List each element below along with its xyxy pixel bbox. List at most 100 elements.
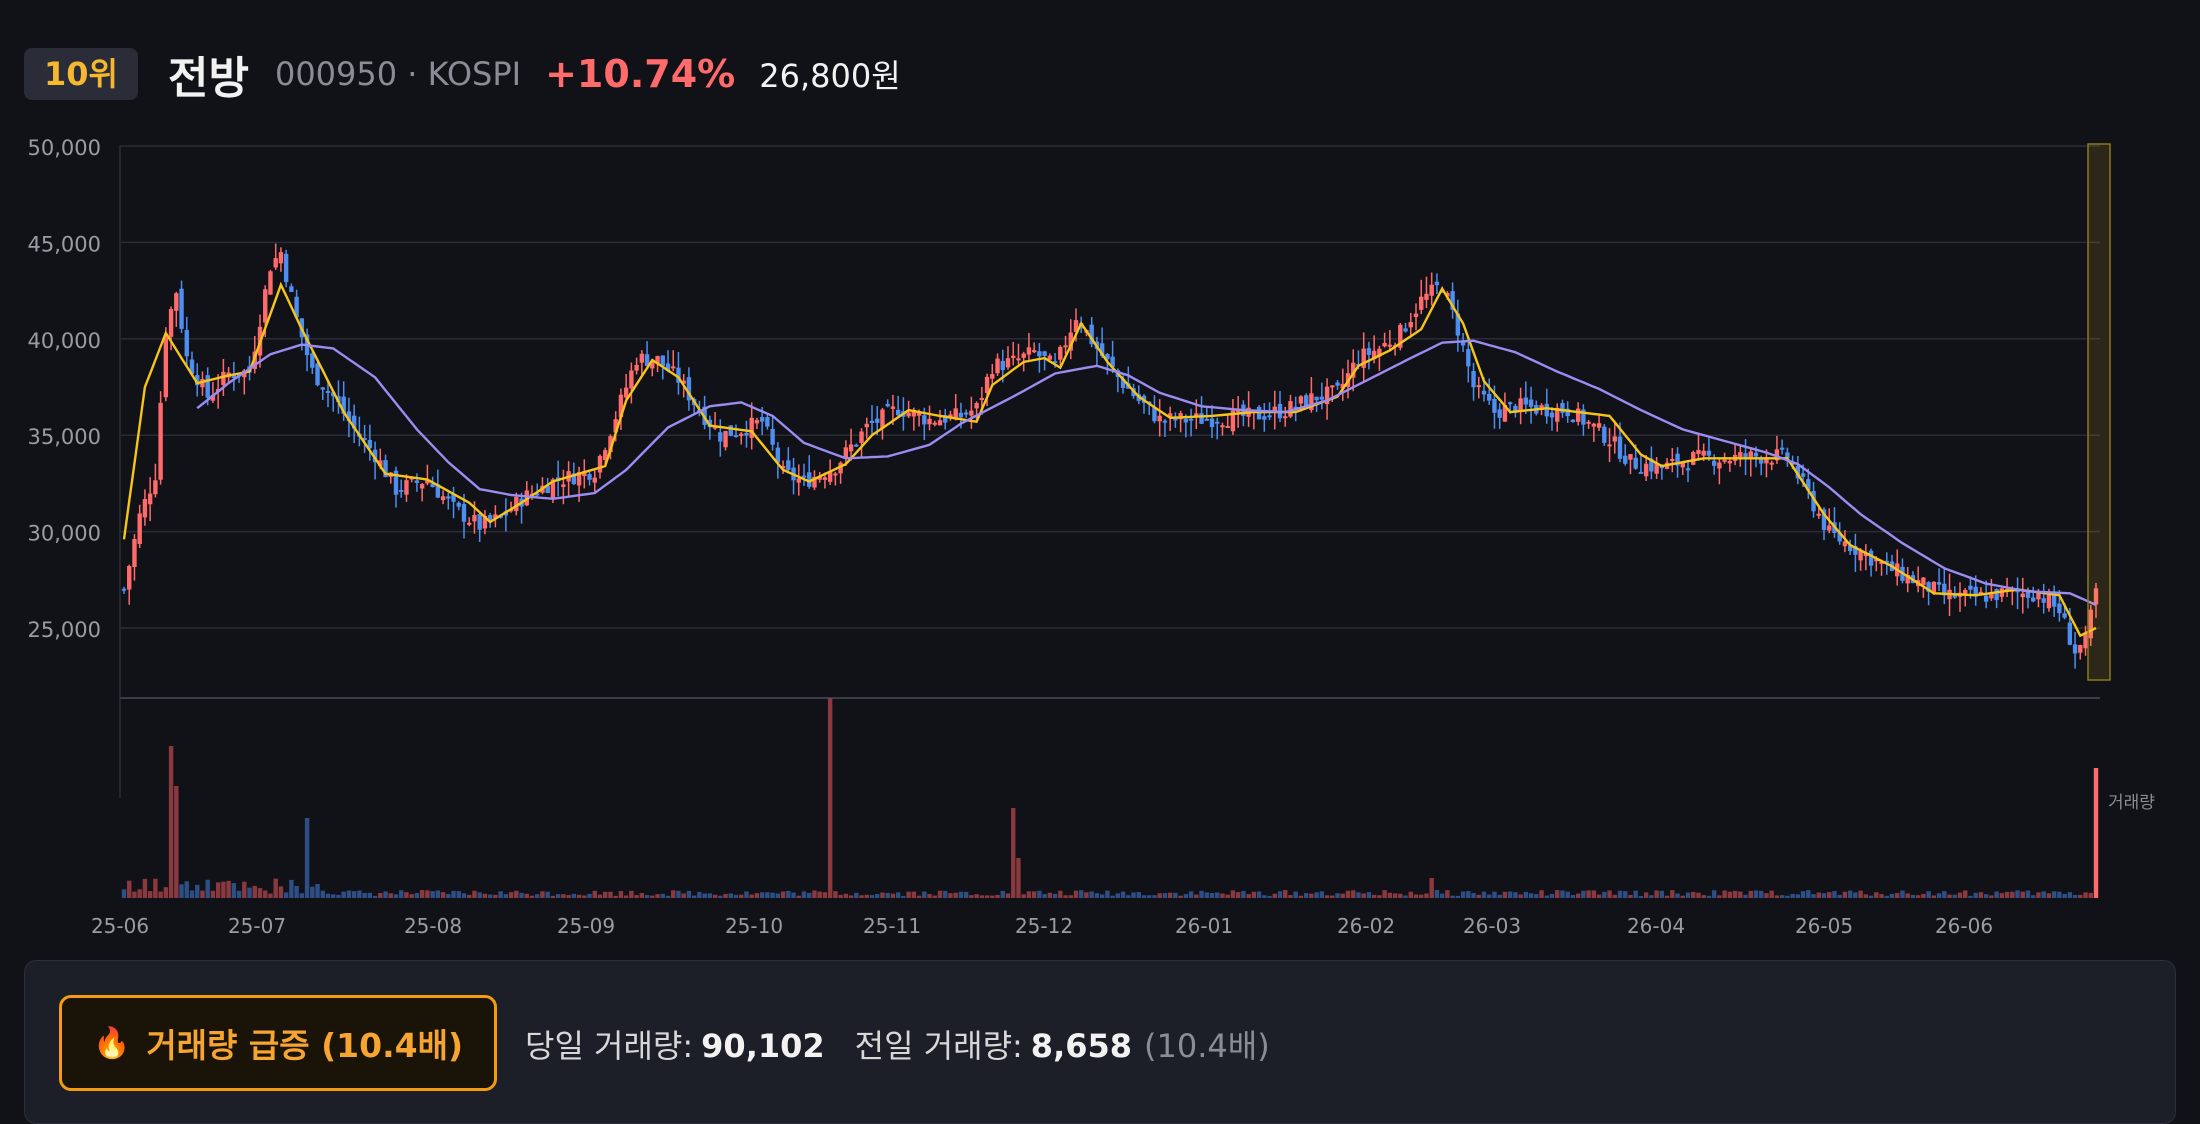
candle-body [974, 403, 979, 409]
candle-body [1152, 407, 1157, 422]
volume-bar [304, 818, 310, 898]
candle-body [984, 376, 990, 393]
candle-body [1617, 436, 1623, 459]
candle-body [1989, 592, 1994, 599]
volume-bar [1764, 893, 1769, 898]
candle-body [754, 420, 760, 424]
candles [121, 243, 2099, 669]
candle-body [1058, 346, 1063, 360]
volume-bar [1314, 892, 1319, 898]
volume-bar [1973, 892, 1978, 898]
candle-body [812, 476, 817, 488]
candle-body [1220, 425, 1225, 428]
volume-bar [1654, 890, 1659, 898]
candle-body [2051, 591, 2057, 607]
candle-body [1016, 358, 1021, 361]
volume-bar [127, 880, 132, 898]
volume-bar [1387, 892, 1393, 898]
candle-body [885, 403, 890, 407]
candle-body [1037, 351, 1042, 357]
candle-body [995, 358, 1000, 374]
volume-bar [514, 890, 519, 898]
y-tick-label: 30,000 [28, 522, 101, 546]
volume-bar [1753, 890, 1759, 898]
volume-bar [1220, 893, 1225, 898]
volume-bar [550, 895, 556, 898]
volume-bar [1026, 891, 1032, 898]
candle-body [1696, 449, 1701, 455]
volume-bar [1241, 890, 1246, 898]
volume-bar [1105, 890, 1110, 898]
candle-body [1429, 284, 1434, 296]
volume-bar [2057, 891, 2062, 898]
volume-bar [221, 881, 226, 898]
volume-bar [728, 893, 733, 898]
candle-body [2057, 603, 2062, 614]
volume-bar [1398, 893, 1403, 898]
volume-bar [629, 890, 634, 898]
volume-bar [1424, 893, 1429, 898]
volume-bar [1507, 891, 1513, 898]
volume-bar [2072, 894, 2078, 898]
volume-bar [1492, 891, 1497, 898]
candle-body [1099, 343, 1105, 357]
candle-body [1738, 452, 1743, 460]
volume-bar [1340, 893, 1345, 898]
volume-bar [1439, 893, 1445, 898]
volume-bar [540, 891, 545, 898]
volume-bar [210, 890, 216, 898]
volume-bar [200, 890, 205, 898]
candle-body [587, 474, 592, 480]
candle-body [174, 293, 179, 311]
volume-bar [916, 895, 922, 898]
volume-bar [294, 885, 299, 898]
candle-body [2083, 632, 2088, 649]
volume-bar [1000, 890, 1005, 898]
volume-bar [1173, 892, 1178, 898]
volume-bar [1011, 808, 1016, 898]
volume-bar [984, 895, 990, 898]
volume-bar [1235, 892, 1241, 898]
volume-bar [707, 893, 713, 898]
volume-bar [1827, 892, 1832, 898]
x-tick-label: 26-02 [1337, 914, 1395, 938]
volume-bar [132, 891, 137, 898]
candle-body [1031, 350, 1037, 353]
volume-bar [801, 891, 807, 898]
candle-body [1581, 409, 1586, 425]
volume-bar [990, 895, 995, 898]
candle-body [822, 477, 828, 481]
candle-body [142, 499, 148, 518]
volume-bar [1732, 890, 1738, 898]
candle-body [1602, 426, 1607, 443]
volume-bar [1136, 891, 1141, 898]
volume-bar [320, 890, 325, 898]
candle-body [571, 473, 577, 485]
candle-body [1680, 462, 1685, 468]
volume-bar [1209, 892, 1215, 898]
volume-bar [1528, 893, 1534, 898]
candle-body [1607, 444, 1612, 447]
volume-bar [456, 891, 461, 898]
volume-bar [215, 882, 221, 898]
volume-bar [665, 895, 671, 898]
stock-name[interactable]: 전방 [167, 53, 249, 104]
volume-bar [1832, 891, 1837, 898]
volume-surge-badge[interactable]: 🔥 거래량 급증 (10.4배) [59, 995, 497, 1091]
volume-bar [833, 891, 838, 898]
volume-bar [723, 893, 728, 898]
x-tick-label: 26-05 [1795, 914, 1853, 938]
volume-bar [937, 890, 943, 898]
volume-bar [414, 893, 420, 898]
volume-bar [948, 893, 953, 898]
candlestick-chart[interactable]: 50,000 45,000 40,000 35,000 30,000 25,000 거래량 2… [0, 120, 2200, 950]
volume-bar [351, 891, 357, 898]
volume-bar [1005, 893, 1011, 898]
volume-bar [1361, 893, 1366, 898]
volume-bar [1037, 890, 1042, 898]
volume-bar [979, 895, 985, 898]
volume-bar [770, 892, 775, 898]
candle-body [153, 480, 158, 495]
volume-bar [179, 884, 184, 898]
candle-body [163, 334, 169, 398]
